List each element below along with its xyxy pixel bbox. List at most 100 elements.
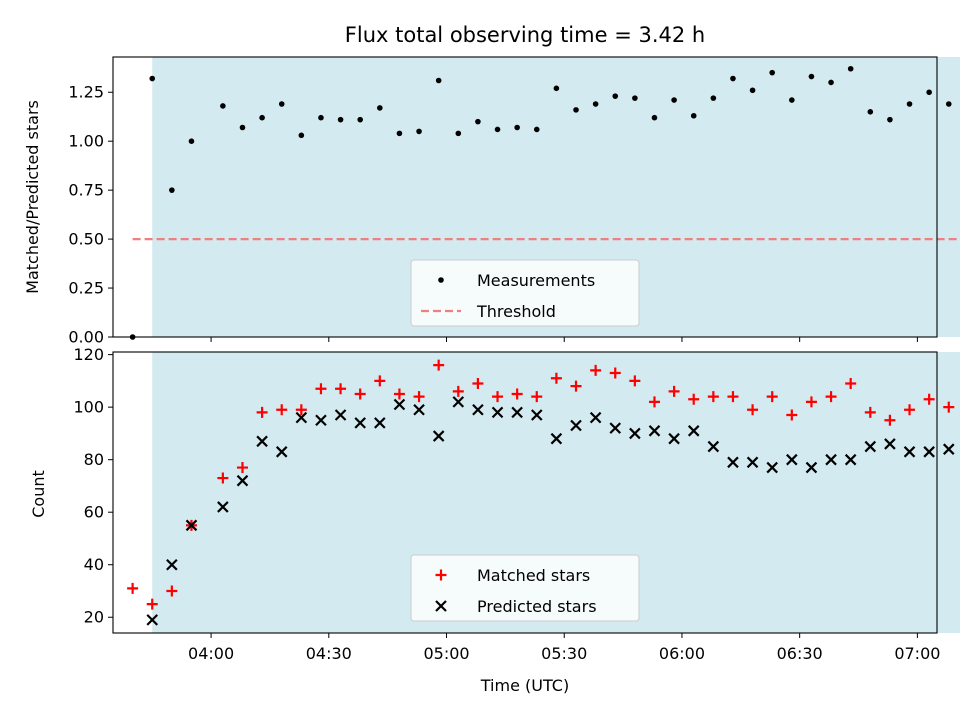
top-point-dot — [573, 107, 579, 113]
top-point-dot — [416, 128, 422, 135]
bottom-point-x — [315, 414, 327, 427]
bottom-point-plus — [217, 472, 229, 484]
bottom-series-x — [146, 396, 955, 626]
bottom-legend-label: Predicted stars — [477, 597, 597, 616]
top-point-dot — [671, 97, 677, 103]
bottom-point-x — [432, 430, 445, 442]
top-point-dot — [651, 114, 658, 121]
bottom-point-plus — [570, 380, 582, 392]
top-point-dot — [730, 75, 736, 82]
bottom-point-plus — [127, 582, 139, 594]
top-point-dot — [318, 114, 324, 121]
bottom-point-x — [452, 396, 465, 408]
bottom-point-x — [687, 425, 700, 437]
bottom-point-plus — [943, 401, 955, 413]
bottom-point-plus — [236, 462, 248, 474]
bottom-point-plus — [766, 391, 778, 403]
bottom-point-plus — [904, 404, 916, 416]
bottom-y-tick-label: 20 — [84, 608, 104, 627]
bottom-point-plus — [335, 383, 347, 395]
legend-dot-swatch — [438, 277, 444, 283]
x-tick-label: 05:00 — [423, 644, 469, 663]
top-y-tick-label: 0.00 — [68, 328, 104, 347]
top-point-dot — [435, 77, 442, 84]
bottom-point-plus — [629, 375, 641, 387]
x-tick-label: 04:30 — [306, 644, 352, 663]
top-point-dot — [514, 124, 520, 131]
top-legend-box — [410, 259, 640, 327]
bottom-point-x — [334, 409, 347, 421]
top-point-dot — [690, 112, 697, 119]
top-point-dot — [749, 87, 756, 94]
bottom-point-plus — [845, 378, 857, 390]
bottom-point-x — [844, 453, 857, 466]
top-point-dot — [828, 79, 834, 86]
bottom-point-x — [707, 440, 720, 453]
top-point-dot — [188, 138, 195, 144]
bottom-point-plus — [550, 372, 562, 384]
top-series-dot — [129, 65, 952, 340]
legend-x-swatch — [435, 600, 447, 612]
top-y-tick-label: 0.25 — [68, 279, 104, 298]
bottom-point-plus — [413, 391, 425, 403]
x-tick-label: 07:00 — [894, 644, 940, 663]
top-panel: 0.00 0.25 0.50 0.75 1.00 1.25 Measurements Thre… — [68, 56, 960, 347]
bottom-point-x — [766, 461, 778, 474]
top-point-dot — [632, 95, 638, 101]
bottom-point-plus — [295, 404, 307, 416]
bottom-point-x — [942, 443, 955, 455]
legend-plus-swatch — [435, 569, 447, 581]
bottom-point-x — [589, 411, 602, 424]
bottom-point-x — [530, 409, 543, 421]
top-y-tick-label: 0.75 — [68, 181, 104, 200]
bottom-point-plus — [452, 385, 464, 397]
bottom-point-x — [275, 446, 288, 458]
top-point-dot — [396, 130, 403, 137]
top-point-dot — [887, 116, 893, 123]
bottom-y-tick-label: 80 — [84, 450, 104, 469]
bottom-point-x — [805, 461, 818, 474]
top-y-tick-label: 1.00 — [68, 132, 104, 151]
bottom-point-plus — [276, 404, 288, 416]
bottom-panel: 20 40 60 80 100 120 04:00 04:30 05:00 05:30 06:00 0… — [73, 345, 960, 663]
bottom-point-x — [884, 438, 896, 450]
bottom-point-plus — [805, 396, 817, 408]
top-point-dot — [592, 101, 599, 107]
bottom-point-x — [550, 432, 563, 445]
bottom-point-x — [295, 411, 308, 424]
chart-title: Flux total observing time = 3.42 h — [345, 23, 705, 47]
bottom-point-plus — [531, 391, 543, 403]
bottom-point-x — [472, 403, 484, 416]
top-point-dot — [710, 95, 717, 101]
bottom-point-x — [491, 406, 504, 419]
bottom-point-x — [903, 446, 916, 458]
top-point-dot — [149, 75, 156, 82]
top-y-tick-label: 1.25 — [68, 83, 104, 102]
top-point-dot — [357, 116, 364, 123]
top-point-dot — [612, 93, 619, 99]
bottom-point-x — [374, 417, 386, 429]
bottom-point-x — [668, 432, 680, 445]
bottom-point-plus — [825, 391, 837, 403]
bottom-point-plus — [688, 393, 700, 405]
bottom-point-x — [511, 406, 523, 419]
top-legend-label: Measurements — [477, 271, 595, 290]
x-axis-label: Time (UTC) — [480, 676, 569, 695]
bottom-point-plus — [511, 388, 523, 400]
top-point-dot — [337, 116, 344, 123]
top-point-dot — [867, 109, 874, 115]
bottom-point-plus — [668, 385, 680, 397]
bottom-legend-box — [410, 554, 640, 622]
bottom-point-plus — [747, 404, 759, 416]
bottom-point-plus — [727, 391, 739, 403]
bottom-point-x — [786, 453, 798, 466]
bottom-point-x — [746, 456, 759, 469]
bottom-point-x — [354, 417, 366, 429]
bottom-point-plus — [146, 598, 158, 610]
top-y-tick-label: 0.50 — [68, 230, 104, 249]
top-point-dot — [278, 101, 285, 107]
bottom-point-x — [217, 501, 229, 513]
top-legend-label: Threshold — [476, 302, 556, 321]
top-legend: Measurements Threshold — [410, 259, 640, 327]
